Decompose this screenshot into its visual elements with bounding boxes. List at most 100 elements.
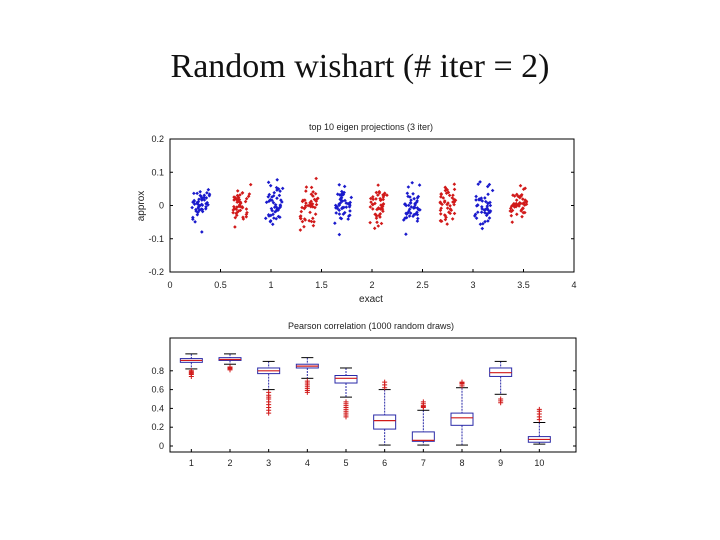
scatter-point	[411, 191, 415, 196]
scatter-point	[522, 203, 527, 207]
scatter-point	[518, 183, 523, 188]
scatter-point	[441, 196, 446, 200]
scatter-point	[232, 197, 237, 202]
box-x-tick-label: 8	[459, 458, 464, 468]
scatter-point	[200, 207, 205, 212]
scatter-point	[304, 201, 308, 205]
scatter-point	[311, 216, 315, 221]
scatter-point	[273, 202, 278, 207]
scatter-point	[487, 182, 492, 187]
scatter-chart: top 10 eigen projections (3 iter) 0 0.5 1 1…	[136, 122, 577, 305]
scatter-point	[480, 207, 484, 211]
scatter-point	[248, 182, 253, 187]
scatter-point	[202, 193, 207, 198]
scatter-point	[485, 204, 490, 208]
scatter-point	[447, 210, 451, 214]
scatter-point	[235, 213, 239, 218]
scatter-point	[307, 203, 312, 208]
scatter-point	[192, 191, 196, 196]
scatter-point	[483, 207, 488, 212]
scatter-point	[449, 208, 454, 213]
scatter-y-tick-label: -0.2	[148, 267, 164, 277]
box-y-tick-label: 0.4	[151, 403, 164, 413]
scatter-point	[405, 191, 410, 196]
scatter-point	[240, 204, 244, 209]
scatter-point	[304, 189, 308, 193]
scatter-point	[378, 212, 383, 216]
scatter-point	[237, 197, 242, 202]
scatter-point	[415, 219, 420, 223]
scatter-point	[444, 186, 449, 191]
scatter-point	[444, 191, 449, 195]
scatter-point	[263, 216, 268, 221]
scatter-point	[267, 214, 271, 218]
scatter-point	[232, 195, 236, 199]
scatter-xlabel: exact	[359, 294, 383, 305]
scatter-point	[378, 215, 382, 219]
scatter-point	[413, 203, 417, 207]
scatter-x-tick-label: 0	[167, 280, 172, 290]
scatter-ylabel: approx	[136, 191, 147, 222]
scatter-point	[510, 208, 515, 213]
scatter-point	[302, 206, 307, 211]
scatter-point	[278, 204, 283, 208]
box-iqr	[411, 431, 435, 442]
scatter-point	[379, 203, 383, 207]
box-outlier	[227, 367, 233, 373]
scatter-point	[381, 195, 386, 199]
scatter-point	[337, 232, 342, 237]
scatter-point	[510, 220, 515, 224]
scatter-y-ticks: 0.2 0.1 0 -0.1 -0.2	[148, 134, 574, 277]
scatter-point	[374, 190, 379, 195]
scatter-point	[190, 205, 194, 210]
scatter-point	[475, 203, 480, 207]
scatter-point	[279, 198, 283, 202]
scatter-point	[337, 208, 342, 213]
scatter-point	[232, 204, 236, 209]
scatter-point	[448, 207, 453, 211]
scatter-point	[374, 214, 379, 218]
scatter-point	[376, 224, 381, 228]
scatter-point	[485, 184, 490, 189]
scatter-point	[192, 198, 196, 203]
box-outlier	[420, 399, 426, 405]
scatter-point	[343, 198, 347, 203]
scatter-point	[200, 230, 204, 234]
scatter-point	[304, 185, 309, 189]
scatter-point	[338, 201, 343, 205]
scatter-point	[375, 207, 379, 212]
scatter-point	[335, 192, 340, 197]
scatter-point	[269, 206, 274, 211]
scatter-point	[303, 198, 307, 202]
scatter-point	[377, 189, 382, 194]
box-chart: Pearson correlation (1000 random draws) …	[151, 321, 577, 468]
scatter-point	[267, 199, 271, 204]
scatter-point	[238, 208, 243, 213]
scatter-point	[415, 210, 419, 215]
scatter-point	[404, 215, 409, 220]
scatter-point	[244, 196, 249, 201]
scatter-point	[403, 216, 407, 220]
box-outlier	[498, 400, 504, 406]
scatter-point	[311, 223, 316, 228]
scatter-point	[486, 192, 490, 197]
scatter-point	[266, 194, 271, 199]
scatter-point	[341, 212, 346, 216]
scatter-point	[476, 182, 481, 186]
scatter-point	[518, 194, 523, 198]
scatter-point	[374, 216, 379, 220]
scatter-point	[418, 208, 422, 212]
scatter-point	[376, 206, 381, 210]
box-outlier	[266, 410, 272, 416]
scatter-point	[514, 198, 519, 202]
scatter-y-tick-label: 0	[159, 201, 164, 211]
scatter-x-tick-label: 1.5	[315, 280, 328, 290]
scatter-point	[374, 197, 378, 201]
scatter-point	[339, 193, 344, 198]
scatter-point	[274, 209, 279, 213]
scatter-point	[240, 190, 245, 195]
scatter-point	[302, 224, 306, 229]
scatter-point	[439, 192, 443, 196]
scatter-point	[403, 202, 407, 206]
